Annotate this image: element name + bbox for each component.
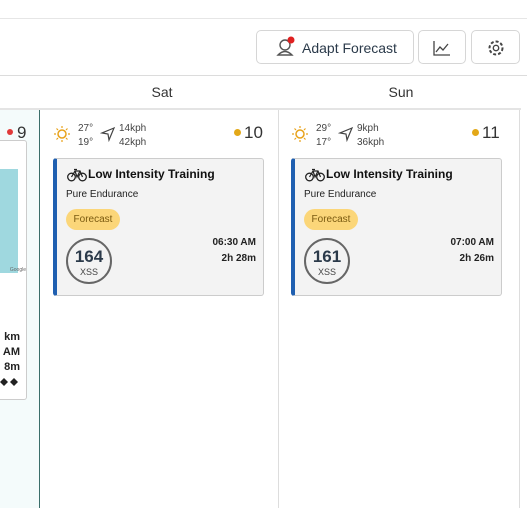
wind-icon (337, 126, 354, 143)
header-bottom-border (0, 108, 521, 110)
map-credit: Google (9, 267, 26, 273)
gear-icon (488, 40, 504, 56)
score-unit: XSS (79, 267, 98, 277)
score: 161 (312, 247, 342, 266)
day-number: 9 (17, 123, 27, 142)
status-dot (234, 129, 241, 136)
forecast-tag: Forecast (66, 209, 120, 230)
adapt-forecast-button[interactable]: Adapt Forecast (256, 30, 414, 64)
workout-subtitle: Pure Endurance (304, 189, 377, 200)
partial-card: Google km AM 8m (0, 140, 27, 400)
rating-icons (0, 378, 18, 386)
score: 164 (74, 247, 104, 266)
workout-subtitle: Pure Endurance (66, 189, 139, 200)
arrow-icon (337, 126, 354, 143)
bike-svg (305, 168, 325, 182)
weather-icon (291, 124, 313, 144)
day-number: 10 (244, 123, 263, 142)
score-unit: XSS (317, 267, 336, 277)
temp-high: 29° (316, 123, 332, 134)
column-divider (519, 110, 520, 508)
adapt-label: Adapt Forecast (302, 40, 397, 56)
bike-svg (67, 168, 87, 182)
temp-low: 19° (78, 137, 94, 148)
day-label: Sat (151, 84, 173, 100)
day-number: 11 (482, 123, 500, 142)
partial-day: 9 Google km AM 8m (0, 110, 39, 508)
adapt-icon (276, 36, 295, 56)
bike-icon (305, 168, 325, 182)
column-divider (278, 110, 279, 508)
start-time: 06:30 AM (212, 237, 256, 248)
bike-icon (67, 168, 87, 182)
workout-card: Low Intensity Training Pure Endurance Fore… (53, 158, 264, 296)
distance: km (4, 331, 20, 343)
settings-button[interactable] (471, 30, 520, 64)
column-divider (39, 110, 40, 508)
workout-card: Low Intensity Training Pure Endurance Fore… (291, 158, 502, 296)
temp-low: 17° (316, 137, 332, 148)
wind: 14kph (119, 123, 147, 134)
day-label: Sun (388, 84, 414, 100)
top-divider (0, 18, 527, 19)
gust: 42kph (119, 137, 147, 148)
sun-icon (54, 126, 70, 142)
status-dot (472, 129, 479, 136)
workout-title: Low Intensity Training (88, 167, 215, 181)
time: AM (2, 346, 20, 358)
header-top-border (0, 75, 527, 76)
start-time: 07:00 AM (450, 237, 494, 248)
duration: 8m (4, 361, 20, 373)
weather-icon (53, 124, 75, 144)
temp-high: 27° (78, 123, 94, 134)
duration: 2h 28m (221, 253, 256, 264)
score-ring: 164 XSS (66, 238, 112, 284)
duration: 2h 26m (459, 253, 494, 264)
map: Google (0, 169, 26, 273)
forecast-tag: Forecast (304, 209, 358, 230)
gust: 36kph (357, 137, 385, 148)
wind-icon (99, 126, 116, 143)
wind: 9kph (357, 123, 379, 134)
workout-title: Low Intensity Training (326, 167, 453, 181)
chart-icon (433, 41, 450, 56)
status-dot (7, 129, 13, 135)
sun-icon (292, 126, 308, 142)
arrow-icon (99, 126, 116, 143)
score-ring: 161 XSS (304, 238, 350, 284)
chart-button[interactable] (418, 30, 466, 64)
